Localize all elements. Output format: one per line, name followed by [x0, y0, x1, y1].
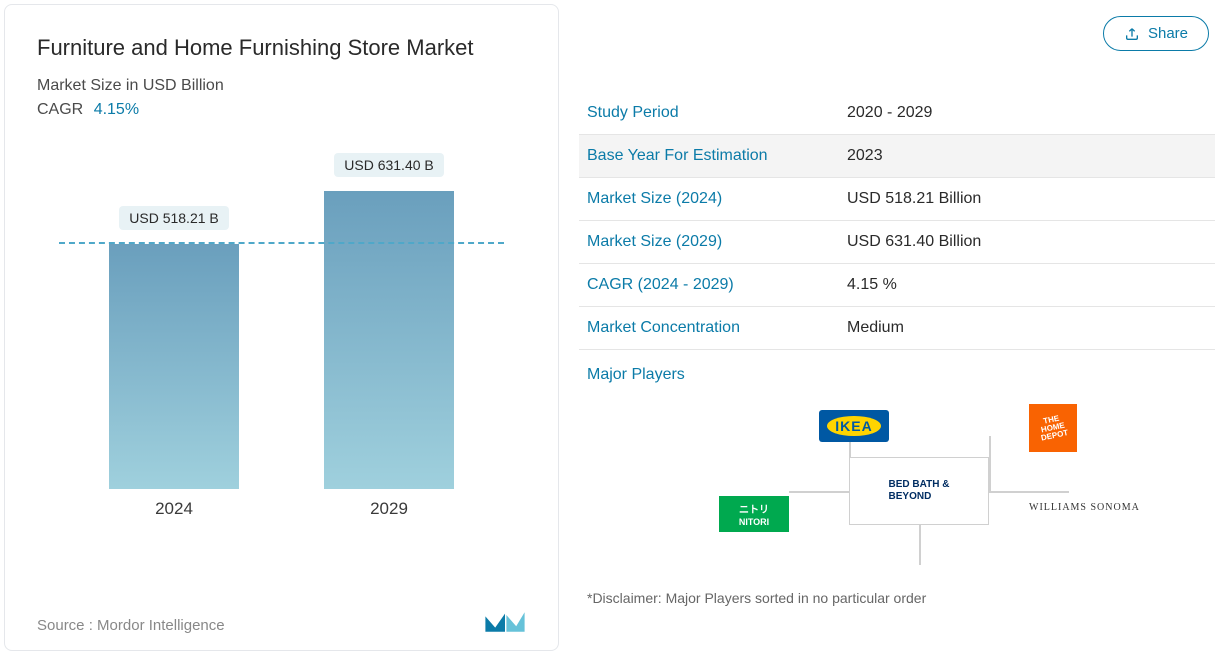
info-row: Market Size (2029)USD 631.40 Billion [579, 221, 1215, 264]
info-key: Market Size (2024) [587, 190, 847, 208]
reference-line [59, 242, 504, 244]
info-row: CAGR (2024 - 2029)4.15 % [579, 264, 1215, 307]
info-row: Market Size (2024)USD 518.21 Billion [579, 178, 1215, 221]
chart-panel: Furniture and Home Furnishing Store Mark… [4, 4, 559, 651]
chart-title: Furniture and Home Furnishing Store Mark… [37, 33, 526, 63]
nitori-logo: ニトリ NITORI [719, 496, 789, 532]
players-diagram: BED BATH & BEYOND IKEA THE HOME DEPOT ニト… [729, 396, 1215, 586]
info-key: Market Size (2029) [587, 233, 847, 251]
share-icon [1124, 26, 1140, 42]
disclaimer-text: *Disclaimer: Major Players sorted in no … [579, 590, 1215, 606]
x-axis-label: 2024 [109, 499, 239, 519]
bar: USD 631.40 B [324, 191, 454, 489]
cagr-label: CAGR [37, 101, 83, 118]
chart-subtitle: Market Size in USD Billion [37, 77, 526, 95]
info-value: 2023 [847, 147, 883, 165]
info-key: CAGR (2024 - 2029) [587, 276, 847, 294]
info-key: Base Year For Estimation [587, 147, 847, 165]
info-value: USD 518.21 Billion [847, 190, 981, 208]
source-text: Source : Mordor Intelligence [37, 617, 225, 634]
home-depot-logo: THE HOME DEPOT [1029, 404, 1077, 452]
info-value: 2020 - 2029 [847, 104, 932, 122]
bar-rect [324, 191, 454, 489]
info-row: Base Year For Estimation2023 [579, 135, 1215, 178]
bar-value-label: USD 518.21 B [119, 206, 229, 230]
cagr-row: CAGR 4.15% [37, 101, 526, 119]
williams-sonoma-logo: WILLIAMS SONOMA [1029, 502, 1140, 513]
ikea-logo: IKEA [819, 410, 889, 442]
info-value: 4.15 % [847, 276, 897, 294]
bed-bath-beyond-logo: BED BATH & BEYOND [889, 479, 950, 503]
bar-chart: USD 518.21 B 2024 USD 631.40 B 2029 [69, 159, 494, 529]
bar-rect [109, 244, 239, 488]
mordor-logo-icon [484, 610, 526, 634]
info-key: Study Period [587, 104, 847, 122]
info-row: Study Period2020 - 2029 [579, 92, 1215, 135]
player-hub: BED BATH & BEYOND [849, 457, 989, 525]
bar-value-label: USD 631.40 B [334, 153, 444, 177]
major-players-heading: Major Players [579, 350, 1215, 396]
share-label: Share [1148, 25, 1188, 42]
info-row: Market ConcentrationMedium [579, 307, 1215, 350]
info-table: Study Period2020 - 2029Base Year For Est… [579, 92, 1215, 350]
share-button[interactable]: Share [1103, 16, 1209, 51]
info-panel: Study Period2020 - 2029Base Year For Est… [579, 4, 1215, 651]
cagr-value: 4.15% [94, 101, 139, 118]
info-value: Medium [847, 319, 904, 337]
bar: USD 518.21 B [109, 244, 239, 488]
info-value: USD 631.40 Billion [847, 233, 981, 251]
x-axis-label: 2029 [324, 499, 454, 519]
info-key: Market Concentration [587, 319, 847, 337]
